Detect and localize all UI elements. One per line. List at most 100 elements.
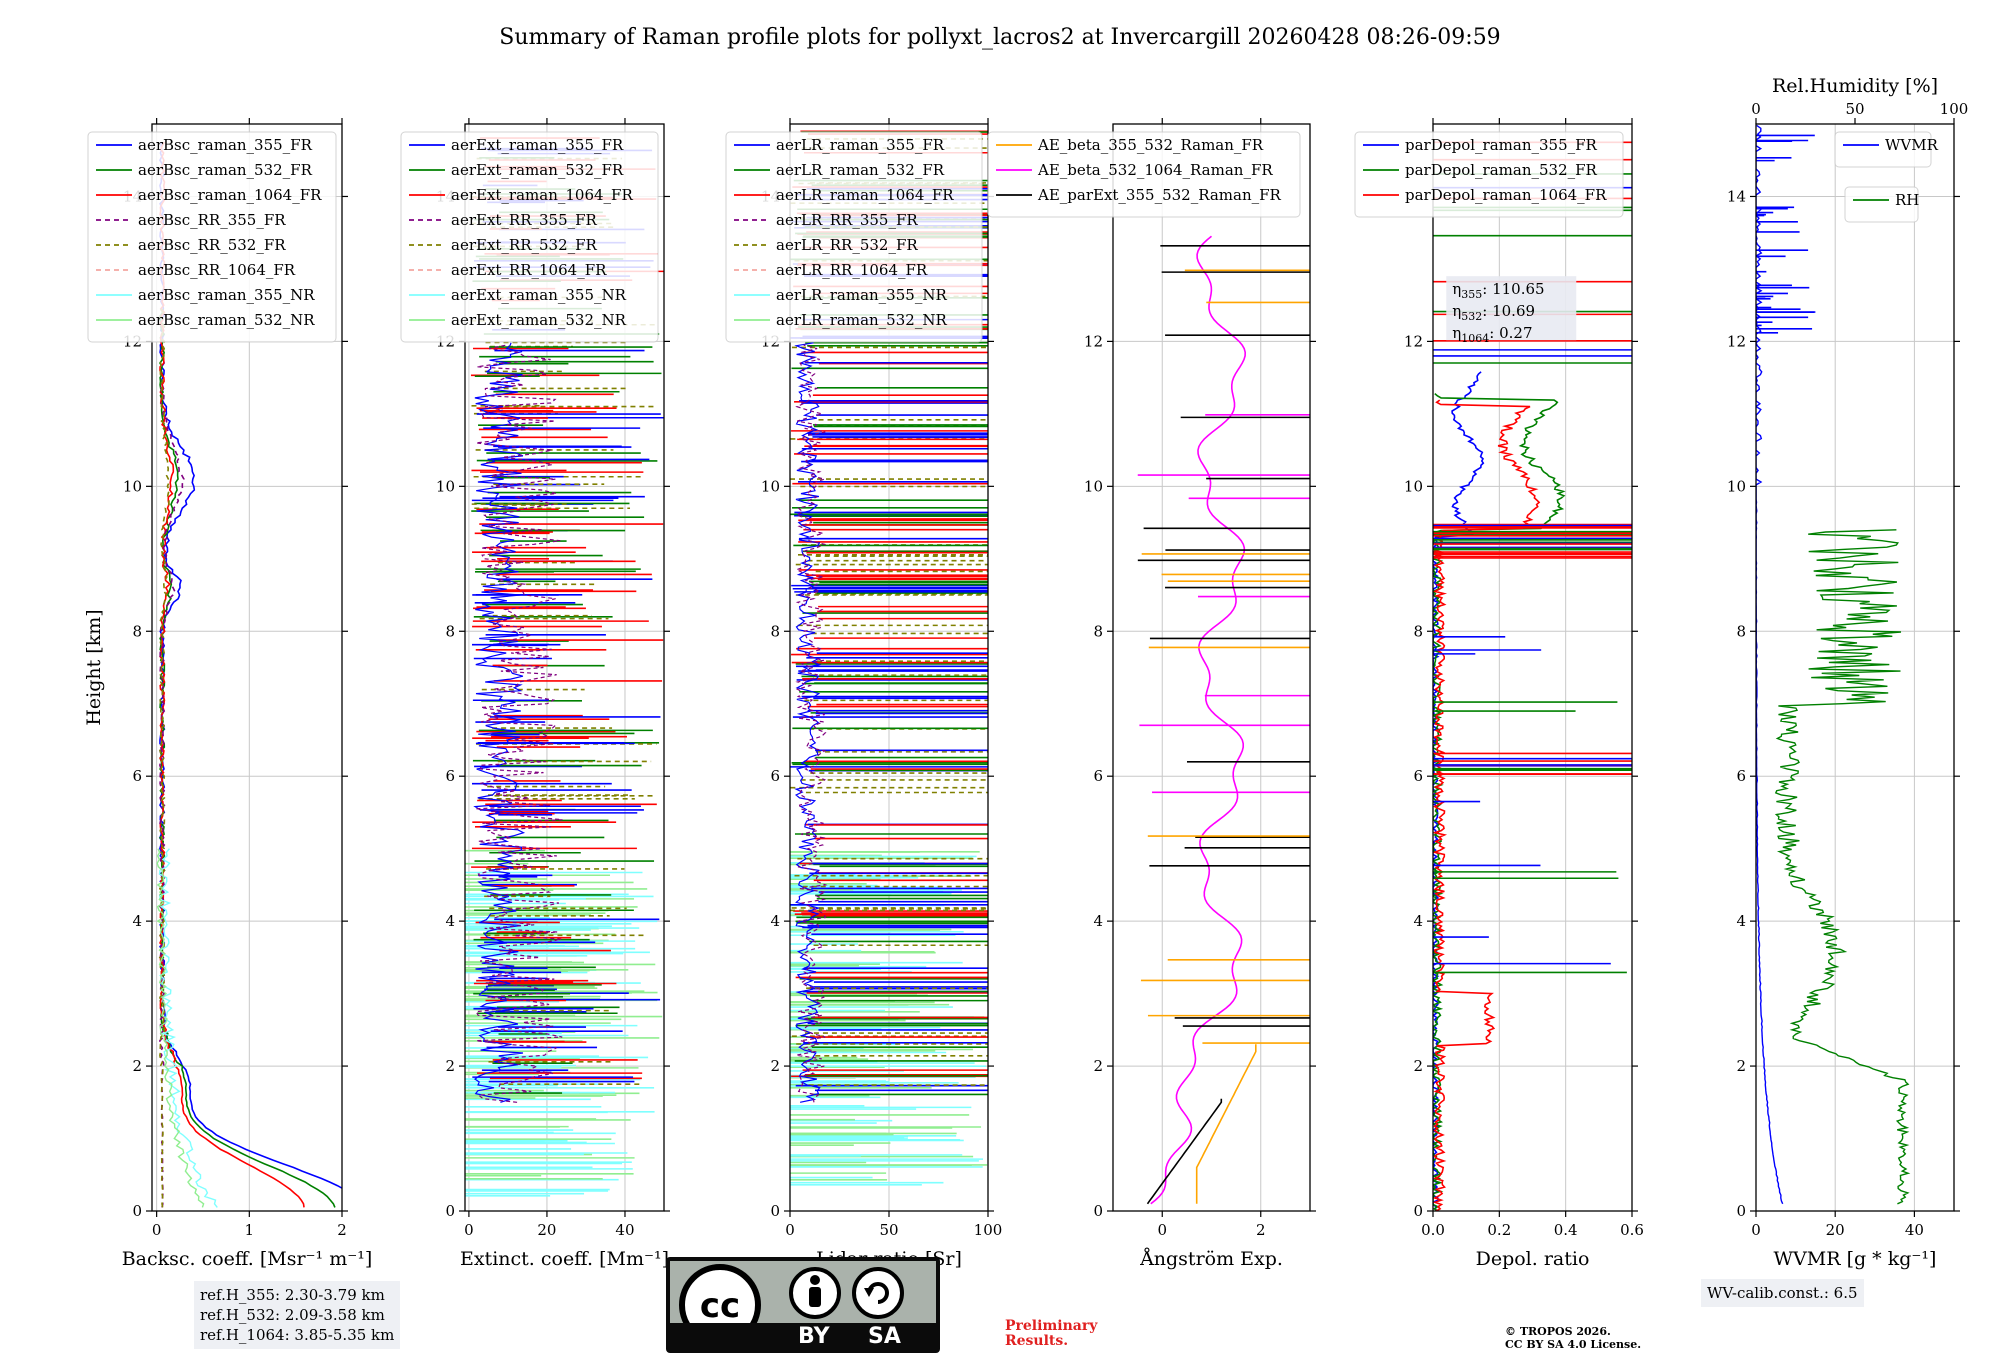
series-AE_parExt_355_532_Raman_FR bbox=[1146, 1098, 1223, 1205]
legend-entry: aerExt_raman_1064_FR bbox=[451, 186, 633, 204]
legend-entry: WVMR bbox=[1885, 136, 1939, 154]
series-profile-355 bbox=[473, 342, 526, 1103]
series-profile-rr355 bbox=[475, 344, 563, 1103]
y-tick-label: 0 bbox=[1093, 1202, 1103, 1220]
y-tick-label: 14 bbox=[1727, 187, 1746, 205]
legend-entry: aerExt_raman_532_FR bbox=[451, 161, 624, 179]
y-tick-label: 6 bbox=[132, 767, 142, 785]
legend-box bbox=[87, 131, 337, 343]
y-tick-label: 2 bbox=[132, 1057, 142, 1075]
y-tick-label: 2 bbox=[1736, 1057, 1746, 1075]
wv-calib-box: WV-calib.const.: 6.5 bbox=[1701, 1279, 1864, 1307]
legend-entry: aerExt_raman_532_NR bbox=[451, 311, 627, 329]
legend-entry: AE_beta_532_1064_Raman_FR bbox=[1037, 161, 1273, 179]
x2-axis-label: Rel.Humidity [%] bbox=[1772, 75, 1938, 97]
x2-tick-label: 100 bbox=[1940, 100, 1969, 118]
legend-entry: aerExt_RR_1064_FR bbox=[451, 261, 607, 279]
plot-area-wvmr bbox=[1756, 124, 1954, 1211]
y-tick-label: 10 bbox=[436, 477, 455, 495]
legend-entry: RH bbox=[1895, 191, 1919, 209]
x2-tick-label: 50 bbox=[1845, 100, 1864, 118]
legend-entry: aerLR_raman_1064_FR bbox=[776, 186, 954, 204]
x-tick-label: 0 bbox=[152, 1221, 162, 1239]
series-profile-355 bbox=[794, 342, 822, 1103]
x-axis-label: WVMR [g * kg⁻¹] bbox=[1774, 1248, 1937, 1270]
ref-height-532: ref.H_532: 2.09-3.58 km bbox=[200, 1306, 385, 1324]
y-tick-label: 0 bbox=[770, 1202, 780, 1220]
y-tick-label: 2 bbox=[1093, 1057, 1103, 1075]
legend-entry: aerLR_raman_532_NR bbox=[776, 311, 947, 329]
x-tick-label: 40 bbox=[1905, 1221, 1924, 1239]
y-tick-label: 6 bbox=[770, 767, 780, 785]
y-tick-label: 0 bbox=[445, 1202, 455, 1220]
figure-title: Summary of Raman profile plots for polly… bbox=[499, 25, 1500, 50]
series-AE_beta_532_1064_Raman_FR bbox=[1150, 235, 1247, 1205]
legend-entry: aerLR_raman_532_FR bbox=[776, 161, 945, 179]
panel-angstrom: 0 2 0 2 4 6 8 10 12 Ångström Exp. AE_beta_355_532_… bbox=[987, 118, 1316, 1270]
legend-entry: aerLR_raman_355_NR bbox=[776, 286, 947, 304]
legend-entry: aerLR_RR_532_FR bbox=[776, 236, 918, 254]
legend-entry: AE_beta_355_532_Raman_FR bbox=[1037, 136, 1264, 154]
series-parDepol_raman_1064_FR bbox=[1433, 399, 1541, 1211]
ref-heights-box: ref.H_355: 2.30-3.79 km ref.H_532: 2.09-… bbox=[194, 1281, 401, 1349]
cc-sa-label: SA bbox=[868, 1324, 901, 1349]
legend-box bbox=[1354, 131, 1624, 218]
y-tick-label: 4 bbox=[1093, 912, 1103, 930]
y-tick-label: 8 bbox=[445, 622, 455, 640]
axes-frame bbox=[1432, 123, 1633, 1212]
x-tick-label: 0 bbox=[464, 1221, 474, 1239]
axes-frame bbox=[151, 123, 343, 1212]
y-tick-label: 2 bbox=[445, 1057, 455, 1075]
x-axis-label: Extinct. coeff. [Mm⁻¹] bbox=[460, 1248, 669, 1270]
x-tick-label: 40 bbox=[615, 1221, 634, 1239]
x-tick-label: 0 bbox=[1157, 1221, 1167, 1239]
series-aerBsc_raman_532_NR bbox=[156, 848, 205, 1208]
y-tick-label: 6 bbox=[1413, 767, 1423, 785]
y-tick-label: 12 bbox=[1404, 332, 1423, 350]
legend-box bbox=[725, 131, 983, 343]
legend-entry: aerExt_RR_355_FR bbox=[451, 211, 598, 229]
x-tick-label: 0.4 bbox=[1554, 1221, 1578, 1239]
x2-tick-label: 0 bbox=[1751, 100, 1761, 118]
x-tick-label: 1 bbox=[245, 1221, 255, 1239]
legend-box bbox=[1834, 131, 1932, 168]
y-tick-label: 6 bbox=[445, 767, 455, 785]
series-RH bbox=[1774, 529, 1911, 1205]
x-tick-label: 0 bbox=[785, 1221, 795, 1239]
x-tick-label: 0 bbox=[1751, 1221, 1761, 1239]
x-tick-label: 100 bbox=[974, 1221, 1003, 1239]
y-tick-label: 8 bbox=[132, 622, 142, 640]
ref-height-1064: ref.H_1064: 3.85-5.35 km bbox=[200, 1326, 395, 1344]
legend-entry: parDepol_raman_532_FR bbox=[1405, 161, 1598, 179]
legend-entry: aerLR_RR_1064_FR bbox=[776, 261, 928, 279]
legend-entry: parDepol_raman_1064_FR bbox=[1405, 186, 1607, 204]
y-tick-label: 10 bbox=[1084, 477, 1103, 495]
x-tick-label: 0.0 bbox=[1421, 1221, 1445, 1239]
legend-entry: aerExt_RR_532_FR bbox=[451, 236, 598, 254]
legend-entry: aerExt_raman_355_FR bbox=[451, 136, 624, 154]
axes-frame bbox=[1112, 123, 1311, 1212]
y-tick-label: 8 bbox=[770, 622, 780, 640]
x-axis-label: Backsc. coeff. [Msr⁻¹ m⁻¹] bbox=[122, 1248, 373, 1270]
y-tick-label: 4 bbox=[1413, 912, 1423, 930]
legend-entry: aerBsc_raman_355_NR bbox=[138, 286, 315, 304]
y-tick-label: 8 bbox=[1413, 622, 1423, 640]
cc-icons: cc bbox=[679, 1264, 904, 1346]
cc-icon-label: cc bbox=[700, 1286, 740, 1323]
x-axis-label: Depol. ratio bbox=[1476, 1248, 1590, 1270]
wv-calib-text: WV-calib.const.: 6.5 bbox=[1707, 1284, 1858, 1302]
panel-extinction: 0204002468101214Extinct. coeff. [Mm⁻¹]ae… bbox=[400, 118, 670, 1270]
sa-share-icon bbox=[852, 1267, 904, 1319]
x-tick-label: 50 bbox=[879, 1221, 898, 1239]
y-tick-label: 10 bbox=[123, 477, 142, 495]
panel-backscatter: 01202468101214Backsc. coeff. [Msr⁻¹ m⁻¹]… bbox=[83, 118, 372, 1270]
preliminary-note: Preliminary Results. bbox=[1005, 1318, 1098, 1349]
legend-entry: aerBsc_raman_355_FR bbox=[138, 136, 313, 154]
y-axis-label: Height [km] bbox=[83, 609, 105, 725]
legend-entry: aerBsc_RR_532_FR bbox=[138, 236, 286, 254]
legend-entry: aerBsc_raman_1064_FR bbox=[138, 186, 322, 204]
y-tick-label: 0 bbox=[132, 1202, 142, 1220]
